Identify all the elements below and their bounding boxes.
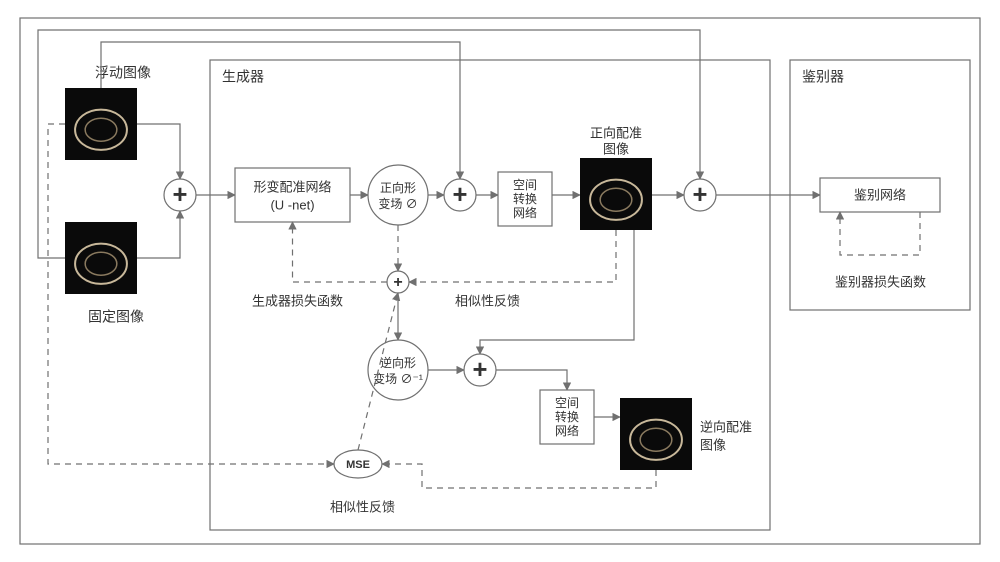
svg-text:转换: 转换 bbox=[513, 191, 537, 206]
gen-loss-label: 生成器损失函数 bbox=[252, 293, 343, 308]
svg-text:变场 ∅⁻¹: 变场 ∅⁻¹ bbox=[373, 371, 423, 386]
svg-text:+: + bbox=[173, 181, 188, 209]
svg-text:空间: 空间 bbox=[513, 178, 537, 192]
svg-text:+: + bbox=[393, 274, 402, 291]
inverse-registered-image bbox=[620, 398, 692, 470]
moving-image-thumb bbox=[65, 88, 137, 160]
svg-text:鉴别网络: 鉴别网络 bbox=[854, 187, 906, 202]
sim-feedback-label: 相似性反馈 bbox=[455, 293, 520, 308]
svg-text:MSE: MSE bbox=[346, 459, 370, 471]
moving-image-label: 浮动图像 bbox=[95, 65, 151, 81]
svg-text:网络: 网络 bbox=[555, 423, 579, 438]
discriminator-label: 鉴别器 bbox=[802, 69, 844, 85]
svg-text:(U -net): (U -net) bbox=[270, 197, 314, 212]
svg-text:网络: 网络 bbox=[513, 205, 537, 220]
svg-text:+: + bbox=[693, 181, 708, 209]
svg-text:逆向形: 逆向形 bbox=[380, 355, 416, 370]
svg-text:逆向配准: 逆向配准 bbox=[700, 419, 752, 434]
fixed-image-label: 固定图像 bbox=[88, 309, 144, 325]
svg-text:正向形: 正向形 bbox=[380, 180, 416, 195]
svg-text:图像: 图像 bbox=[700, 437, 726, 452]
svg-text:正向配准: 正向配准 bbox=[590, 125, 642, 140]
forward-registered-image bbox=[580, 158, 652, 230]
svg-text:空间: 空间 bbox=[555, 396, 579, 410]
disc-loss-label: 鉴别器损失函数 bbox=[835, 274, 926, 289]
svg-text:变场 ∅: 变场 ∅ bbox=[378, 196, 417, 211]
svg-text:+: + bbox=[453, 181, 468, 209]
svg-text:形变配准网络: 形变配准网络 bbox=[253, 179, 331, 194]
generator-label: 生成器 bbox=[222, 69, 264, 85]
fixed-image-thumb bbox=[65, 222, 137, 294]
sim-feedback2-label: 相似性反馈 bbox=[330, 499, 395, 514]
svg-text:+: + bbox=[473, 356, 488, 384]
svg-text:转换: 转换 bbox=[555, 409, 579, 424]
deform-net-box bbox=[235, 168, 350, 222]
svg-text:图像: 图像 bbox=[603, 141, 629, 156]
